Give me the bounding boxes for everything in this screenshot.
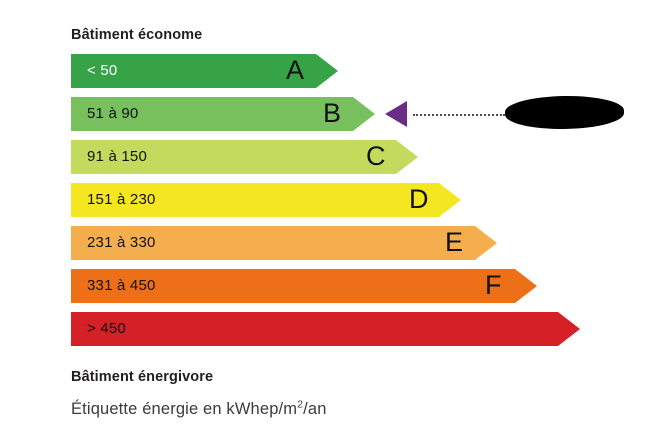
energy-band-g: > 450 [71,312,580,346]
energy-band-letter-d: D [409,184,429,214]
energy-band-arrow-shape-g [71,312,580,346]
energy-band-f: 331 à 450 F [71,269,537,303]
energy-band-d: 151 à 230 D [71,183,461,217]
energy-band-range-b: 51 à 90 [87,105,139,122]
energy-band-range-e: 231 à 330 [87,234,156,251]
energy-band-range-c: 91 à 150 [87,148,147,165]
redacted-rating-value [504,95,625,130]
energy-band-letter-c: C [366,141,386,171]
energy-band-c: 91 à 150 C [71,140,418,174]
caption-economical-building: Bâtiment économe [71,27,203,43]
energy-band-letter-f: F [485,270,502,300]
energy-band-arrow-shape-a [71,54,338,88]
energy-band-range-a: < 50 [87,62,118,79]
energy-band-arrow-shape-b [71,97,375,131]
caption-unit-suffix: /an [303,400,327,418]
caption-unit-prefix: Étiquette énergie en kWhep/m [71,400,298,418]
energy-band-e: 231 à 330 E [71,226,497,260]
caption-unit-exponent: 2 [297,398,304,411]
rating-pointer-triangle-icon [385,101,407,127]
energy-band-arrow-shape-e [71,226,497,260]
energy-band-a: < 50 A [71,54,338,88]
energy-band-range-f: 331 à 450 [87,277,156,294]
energy-band-range-g: > 450 [87,320,126,337]
rating-pointer-dotted-line [413,114,505,116]
energy-band-letter-e: E [445,227,464,257]
energy-band-letter-b: B [323,98,342,128]
caption-energy-unit: Étiquette énergie en kWhep/m2/an [71,398,327,419]
energy-band-arrow-shape-c [71,140,418,174]
energy-band-arrow-shape-d [71,183,461,217]
energy-band-letter-a: A [286,55,305,85]
caption-energy-intensive-building: Bâtiment énergivore [71,369,214,385]
energy-band-arrow-shape-f [71,269,537,303]
energy-band-b: 51 à 90 B [71,97,375,131]
energy-band-range-d: 151 à 230 [87,191,156,208]
